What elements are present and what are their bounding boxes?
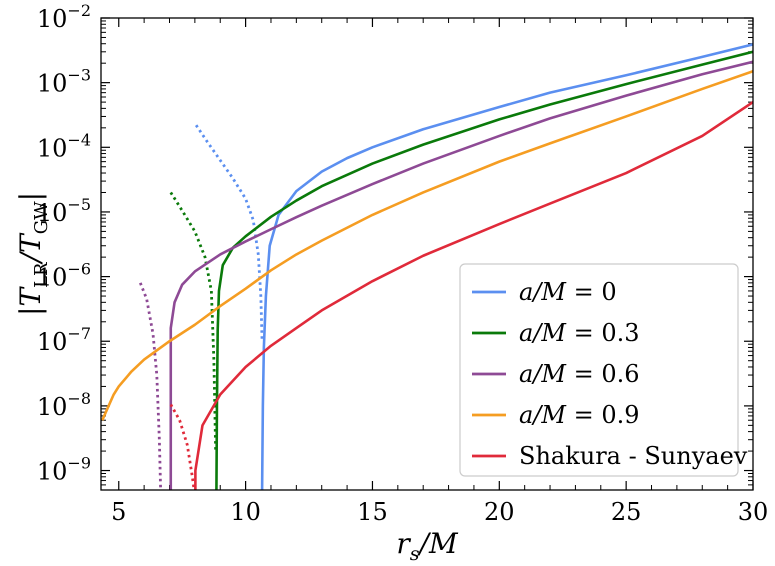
y-tick-label: 10−9	[37, 454, 91, 486]
x-tick-label: 15	[357, 498, 388, 526]
legend-label: a/M = 0	[519, 278, 617, 306]
series-dotted-a-m-0-6	[139, 282, 163, 490]
series-layer	[101, 43, 753, 490]
series-line-a-m-0-9	[101, 70, 753, 421]
y-tick-labels: 10−9 10−8 10−7 10−6 10−5 10−4 10−3 10−2	[37, 1, 91, 486]
y-tick-label: 10−4	[37, 130, 91, 162]
x-tick-label: 30	[738, 498, 769, 526]
minor-ticks	[101, 18, 753, 491]
series-dotted-shakura-sunyaev	[169, 403, 196, 490]
series-line-a-m-0	[260, 43, 753, 490]
legend-label: Shakura - Sunyaev	[519, 442, 748, 470]
legend-box	[459, 263, 739, 477]
y-tick-label: 10−6	[37, 260, 91, 292]
legend-label: a/M = 0.9	[519, 401, 640, 429]
y-tick-label: 10−2	[37, 1, 91, 33]
x-tick-label: 25	[611, 498, 642, 526]
y-tick-label: 10−3	[37, 66, 91, 98]
series-dotted-a-m-0-3	[169, 191, 218, 452]
y-tick-label: 10−8	[37, 389, 91, 421]
series-line-shakura-sunyaev	[194, 101, 753, 490]
legend-label: a/M = 0.3	[519, 319, 640, 347]
y-tick-label: 10−7	[37, 324, 91, 356]
series-line-a-m-0-3	[215, 50, 753, 490]
x-tick-labels: 5 10 15 20 25 30	[111, 498, 768, 526]
x-tick-label: 10	[230, 498, 261, 526]
y-tick-label: 10−5	[37, 195, 91, 227]
legend-label: a/M = 0.6	[519, 360, 640, 388]
legend: a/M = 0 a/M = 0.3 a/M = 0.6 a/M = 0.9 Shakur…	[459, 263, 748, 477]
x-tick-label: 20	[484, 498, 515, 526]
y-axis-label: |TLR/TGW|	[14, 192, 52, 316]
x-tick-label: 5	[111, 498, 126, 526]
plot-frame	[100, 17, 754, 491]
x-axis-label: rs/M	[396, 527, 459, 565]
series-line-a-m-0-6	[169, 60, 753, 490]
